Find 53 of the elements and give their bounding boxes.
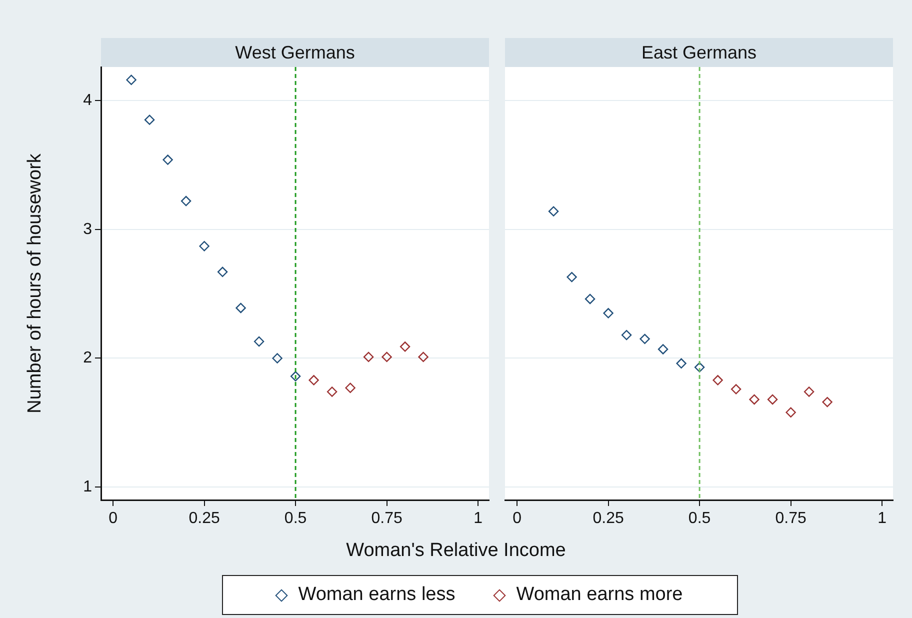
y-tick-label: 2 (83, 350, 92, 367)
point (363, 352, 374, 362)
point (640, 334, 650, 344)
x-tick-label: 0.5 (284, 510, 307, 528)
point (786, 407, 796, 418)
point (308, 375, 319, 386)
chart-title: West Germans (235, 42, 355, 62)
point (345, 382, 356, 393)
x-tick-label: 0.75 (775, 510, 806, 528)
point (621, 330, 632, 340)
x-tick-label: 0.25 (592, 510, 624, 528)
legend-label: Woman earns more (516, 584, 683, 606)
point (290, 371, 301, 382)
x-axis-title: Woman's Relative Income (345, 540, 567, 562)
point (236, 302, 246, 314)
point (272, 353, 282, 364)
point (658, 344, 668, 354)
point (418, 352, 428, 362)
point (217, 266, 228, 277)
point (548, 206, 559, 216)
point (694, 362, 705, 372)
point (749, 394, 760, 405)
point (822, 396, 832, 408)
point (126, 74, 136, 85)
point (603, 308, 614, 318)
legend-label: Woman earns less (298, 584, 456, 606)
x-tick-label: 0 (108, 510, 118, 528)
point (162, 154, 173, 165)
y-axis-title: Number of hours of housework (24, 153, 46, 414)
point (767, 394, 778, 405)
point (730, 384, 742, 394)
chart-title: East Germans (641, 42, 757, 62)
y-tick-label: 3 (83, 220, 92, 238)
x-tick-label: 1 (878, 510, 887, 528)
point (382, 352, 392, 362)
point (144, 114, 155, 125)
point (400, 342, 410, 352)
point (804, 386, 814, 397)
x-tick-label: 0.5 (688, 510, 711, 528)
point (566, 272, 577, 282)
point (676, 358, 686, 368)
point (326, 386, 338, 397)
point (712, 375, 723, 386)
x-tick-label: 1 (474, 510, 483, 528)
x-tick-label: 0.75 (371, 510, 402, 528)
y-tick-label: 1 (83, 478, 92, 496)
x-tick-label: 0.25 (188, 510, 220, 528)
y-tick-label: 4 (83, 92, 92, 109)
point (199, 241, 210, 252)
x-tick-label: 0 (512, 510, 522, 528)
point (254, 336, 264, 347)
point (584, 294, 596, 304)
point (180, 196, 192, 206)
